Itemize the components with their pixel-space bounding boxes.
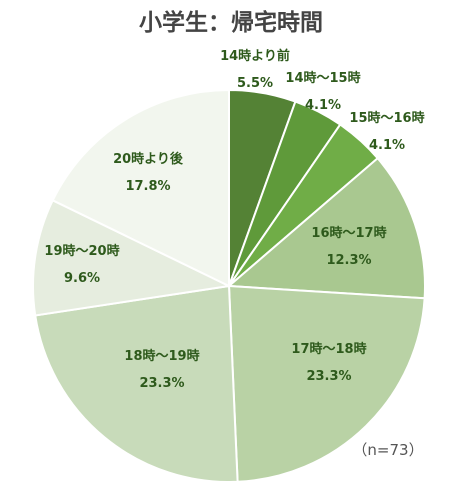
slice-label-4: 17時～18時 [291, 341, 366, 357]
slice-value-5: 23.3% [139, 376, 184, 391]
pie-slice-7 [51, 88, 230, 288]
slice-value-4: 23.3% [306, 369, 351, 384]
slice-value-6: 9.6% [64, 271, 100, 286]
slice-label-2: 15時～16時 [349, 110, 424, 126]
slice-value-2: 4.1% [369, 138, 405, 153]
slice-label-7: 20時より後 [113, 151, 184, 167]
pie-slice-3 [226, 156, 426, 300]
pie-slice-5 [34, 284, 239, 481]
pie-slice-4 [227, 284, 426, 481]
slice-label-3: 16時～17時 [311, 225, 386, 241]
slice-labels: 14時より前 5.5% 14時～15時 4.1% 15時～16時 4.1% 16時～17時 1… [44, 48, 424, 391]
slice-value-1: 4.1% [305, 98, 341, 113]
pie-slice-6 [32, 198, 233, 317]
slice-label-5: 18時～19時 [124, 348, 199, 364]
slice-label-1: 14時～15時 [285, 70, 360, 86]
slice-label-0: 14時より前 [220, 48, 290, 64]
slice-value-7: 17.8% [125, 179, 170, 194]
pie-slices [32, 88, 426, 481]
chart-title: 小学生：帰宅時間 [139, 9, 323, 36]
slice-label-6: 19時～20時 [44, 243, 119, 259]
slice-value-3: 12.3% [326, 253, 371, 268]
sample-size-note: （n=73） [352, 441, 423, 459]
slice-value-0: 5.5% [237, 76, 273, 91]
